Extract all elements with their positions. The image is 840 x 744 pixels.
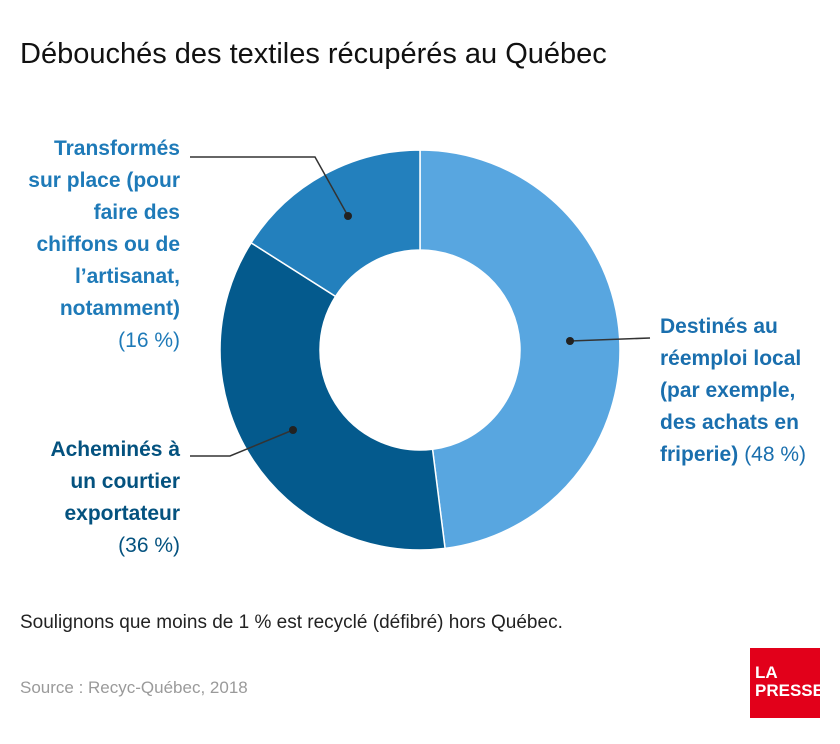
logo-line-1: LA	[755, 663, 778, 682]
slice-labels-group: Destinés au réemploi local (par exemple, de…	[28, 137, 806, 557]
donut-slice-1	[419, 149, 621, 550]
leader-line-3	[190, 156, 349, 217]
slice-label-1: Destinés au réemploi local (par exemple, de…	[660, 315, 806, 466]
footnote: Soulignons que moins de 1 % est recyclé …	[20, 612, 563, 633]
la-presse-logo: LA PRESSE	[750, 648, 824, 718]
donut-slice-3	[250, 149, 421, 298]
leader-line-2	[190, 429, 294, 457]
donut-chart: Destinés au réemploi local (par exemple, de…	[28, 137, 806, 557]
slice-label-2: Acheminés à un courtier exportateur (36 %)	[50, 438, 180, 557]
leader-dot-2	[289, 426, 297, 434]
leader-dot-3	[344, 212, 352, 220]
donut-slice-2	[219, 241, 446, 551]
chart-title: Débouchés des textiles récupérés au Québ…	[20, 38, 607, 70]
leader-dot-1	[566, 337, 574, 345]
source-text: Source : Recyc-Québec, 2018	[20, 678, 248, 697]
logo-line-2: PRESSE	[755, 681, 824, 700]
slices-group	[219, 149, 621, 551]
leader-lines-group	[190, 156, 651, 457]
leader-line-1	[569, 337, 651, 342]
slice-label-3: Transformés sur place (pour faire des chiff…	[28, 137, 180, 352]
